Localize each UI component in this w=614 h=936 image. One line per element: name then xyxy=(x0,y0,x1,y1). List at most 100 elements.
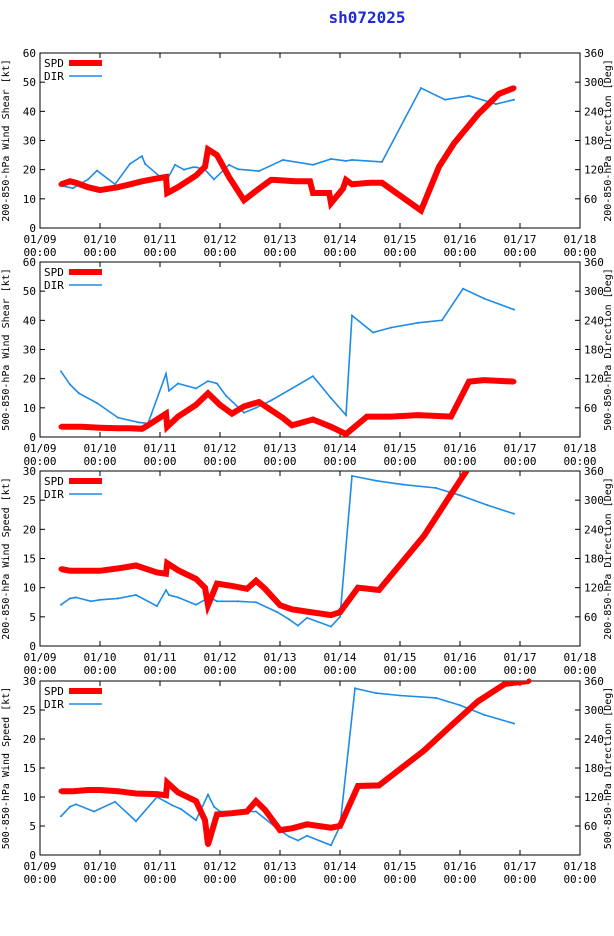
x-tick-label: 01/13 xyxy=(263,860,296,873)
data-point-spd xyxy=(145,422,151,428)
data-point-spd xyxy=(175,414,181,420)
data-point-dir xyxy=(255,601,257,604)
data-point-dir xyxy=(435,696,437,699)
data-point-spd xyxy=(355,585,361,591)
data-point-dir xyxy=(339,615,341,618)
x-tick-label: 01/10 xyxy=(83,442,116,455)
data-point-dir xyxy=(69,597,71,600)
x-tick-label: 01/11 xyxy=(143,233,176,246)
data-point-dir xyxy=(87,178,89,181)
data-point-spd xyxy=(526,678,532,684)
y2-axis-label: 200-850-hPa Direction [Deg] xyxy=(603,59,614,222)
data-point-dir xyxy=(312,163,314,166)
x-tick-label-time: 00:00 xyxy=(503,664,536,677)
data-point-dir xyxy=(297,624,299,627)
x-tick-label: 01/16 xyxy=(443,233,476,246)
data-point-spd xyxy=(280,415,286,421)
data-point-dir xyxy=(345,159,347,162)
x-tick-label-time: 00:00 xyxy=(443,246,476,259)
data-point-dir xyxy=(276,611,278,613)
data-point-spd xyxy=(388,414,394,420)
y-tick-label: 30 xyxy=(23,344,36,357)
data-point-dir xyxy=(177,596,179,599)
data-point-dir xyxy=(282,158,284,161)
data-point-dir xyxy=(96,402,98,404)
data-point-spd xyxy=(343,177,349,183)
data-point-spd xyxy=(175,567,181,573)
y-tick-label: 10 xyxy=(23,791,36,804)
x-tick-label-time: 00:00 xyxy=(143,873,176,886)
data-point-spd xyxy=(154,175,160,181)
y2-tick-label: 240 xyxy=(584,105,604,118)
data-point-spd xyxy=(97,787,103,793)
y-tick-label: 60 xyxy=(23,256,36,269)
data-point-dir xyxy=(90,600,92,603)
x-tick-label-time: 00:00 xyxy=(563,455,596,468)
data-point-spd xyxy=(307,178,313,184)
data-point-dir xyxy=(291,387,293,390)
plot-frame xyxy=(39,261,581,438)
data-point-dir xyxy=(192,166,194,169)
x-tick-label-time: 00:00 xyxy=(263,455,296,468)
y-tick-label: 10 xyxy=(23,193,36,206)
data-point-spd xyxy=(376,587,382,593)
data-point-spd xyxy=(326,190,332,196)
x-tick-label: 01/16 xyxy=(443,651,476,664)
y-tick-label: 40 xyxy=(23,105,36,118)
data-point-dir xyxy=(255,406,257,409)
data-point-spd xyxy=(97,187,103,193)
data-point-spd xyxy=(85,184,91,190)
y2-axis-label: 500-850-hPa Direction [Deg] xyxy=(603,687,614,850)
x-tick-label: 01/13 xyxy=(263,233,296,246)
data-point-dir xyxy=(60,603,62,606)
x-tick-label: 01/11 xyxy=(143,651,176,664)
data-point-spd xyxy=(343,431,349,437)
data-point-dir xyxy=(171,804,173,807)
data-point-spd xyxy=(289,606,295,612)
series-line-dir xyxy=(60,86,515,189)
x-tick-label-time: 00:00 xyxy=(443,664,476,677)
data-point-dir xyxy=(483,713,485,716)
data-point-dir xyxy=(177,382,179,385)
y2-tick-label: 300 xyxy=(584,704,604,717)
x-tick-label: 01/09 xyxy=(23,233,56,246)
data-point-dir xyxy=(288,835,290,838)
data-point-dir xyxy=(435,487,437,489)
data-point-dir xyxy=(213,805,215,808)
data-point-spd xyxy=(256,399,262,405)
y2-tick-label: 60 xyxy=(584,820,597,833)
x-tick-label-time: 00:00 xyxy=(263,873,296,886)
data-point-dir xyxy=(213,178,215,181)
data-point-spd xyxy=(139,426,145,432)
y-tick-label: 5 xyxy=(29,611,36,624)
x-tick-label-time: 00:00 xyxy=(23,873,56,886)
data-point-spd xyxy=(289,825,295,831)
data-point-dir xyxy=(180,808,182,811)
x-tick-label-time: 00:00 xyxy=(23,455,56,468)
data-point-spd xyxy=(328,424,334,430)
y2-tick-label: 120 xyxy=(584,582,604,595)
data-point-dir xyxy=(375,692,377,695)
legend-label-dir: DIR xyxy=(44,70,64,83)
data-point-dir xyxy=(255,810,257,813)
y-tick-label: 40 xyxy=(23,314,36,327)
data-point-dir xyxy=(168,389,170,392)
y-tick-label: 50 xyxy=(23,76,36,89)
y-tick-label: 0 xyxy=(29,222,36,235)
data-point-dir xyxy=(129,162,131,165)
data-point-spd xyxy=(67,568,73,574)
data-point-spd xyxy=(511,379,517,385)
data-point-dir xyxy=(345,414,347,417)
x-tick-label-time: 00:00 xyxy=(503,455,536,468)
y-tick-label: 10 xyxy=(23,402,36,415)
data-point-spd xyxy=(253,798,259,804)
data-point-spd xyxy=(448,414,454,420)
data-point-dir xyxy=(306,616,308,619)
data-point-dir xyxy=(135,820,137,823)
data-point-spd xyxy=(226,174,232,180)
data-point-dir xyxy=(75,803,77,806)
data-point-spd xyxy=(58,424,64,430)
data-point-spd xyxy=(418,208,424,213)
data-point-dir xyxy=(513,98,515,101)
